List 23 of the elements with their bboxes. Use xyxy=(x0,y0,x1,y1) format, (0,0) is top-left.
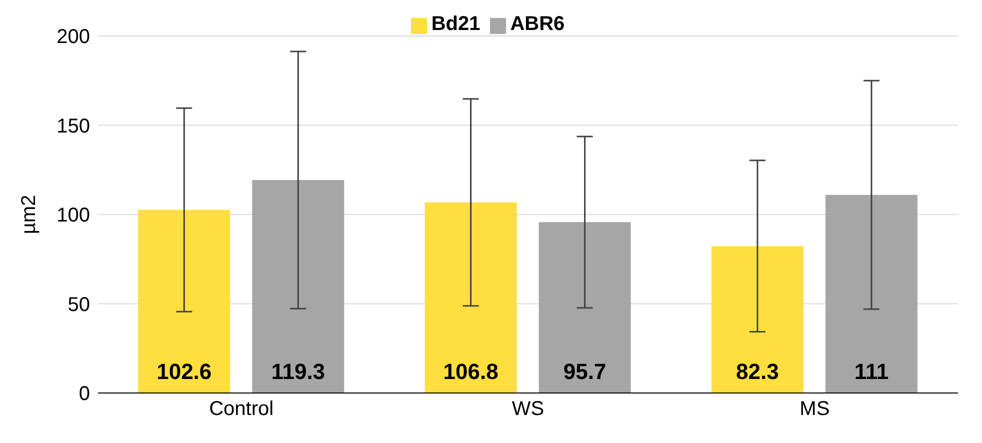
y-tick-label: 100 xyxy=(56,204,90,227)
legend-label: ABR6 xyxy=(510,13,565,35)
y-tick-label: 200 xyxy=(56,26,90,48)
data-label: 102.6 xyxy=(156,359,212,384)
bar xyxy=(538,222,631,393)
data-label: 119.3 xyxy=(271,359,326,384)
y-tick-label: 50 xyxy=(68,294,90,316)
legend-label: Bd21 xyxy=(431,13,480,35)
bar xyxy=(825,194,918,393)
x-tick-label: MS xyxy=(800,398,830,420)
y-tick-label: 150 xyxy=(56,115,90,138)
bar xyxy=(711,246,804,393)
x-tick-label: WS xyxy=(512,398,544,420)
y-axis-title: µm2 xyxy=(18,194,40,234)
data-label: 106.8 xyxy=(443,359,498,384)
data-label: 82.3 xyxy=(736,359,779,384)
y-tick-label: 0 xyxy=(78,383,90,406)
bar xyxy=(252,180,344,393)
data-label: 95.7 xyxy=(563,359,606,384)
bar xyxy=(138,210,230,393)
data-label: 111 xyxy=(854,359,889,384)
bar xyxy=(424,202,517,393)
x-tick-label: Control xyxy=(209,398,274,420)
